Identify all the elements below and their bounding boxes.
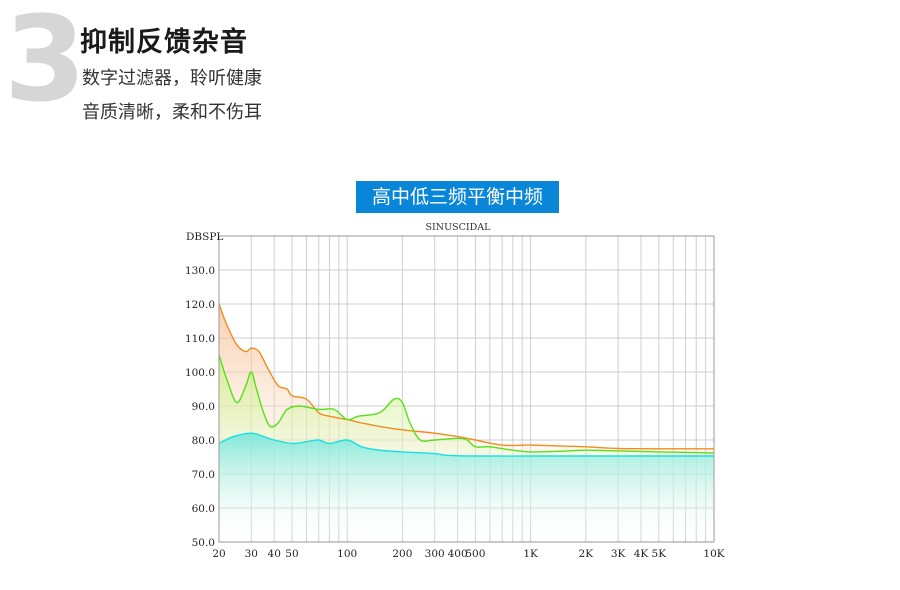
section-title: 抑制反馈杂音 xyxy=(80,27,248,58)
chart-lines xyxy=(218,303,715,457)
section-subtitle-1: 数字过滤器，聆听健康 xyxy=(82,68,262,89)
y-tick-label: 120.0 xyxy=(185,299,215,311)
x-tick-label: 40 xyxy=(268,548,281,560)
plot-frame xyxy=(218,235,715,543)
y-tick-label: 130.0 xyxy=(185,265,215,277)
section-subtitle-2: 音质清晰，柔和不伤耳 xyxy=(82,102,262,123)
y-tick-label: 50.0 xyxy=(192,537,215,549)
y-tick-label: 80.0 xyxy=(192,435,215,447)
x-tick-label: 100 xyxy=(337,548,357,560)
x-tick-label: 1K xyxy=(523,548,538,560)
chart-areas xyxy=(219,304,714,542)
x-tick-label: 300 xyxy=(425,548,445,560)
x-tick-label: 20 xyxy=(212,548,225,560)
x-tick-label: 500 xyxy=(465,548,485,560)
series-3-line xyxy=(218,432,714,457)
x-tick-label: 30 xyxy=(245,548,258,560)
chart-banner: 高中低三频平衡中频 xyxy=(356,181,559,213)
y-tick-label: 60.0 xyxy=(192,503,215,515)
x-tick-label: 5K xyxy=(652,548,667,560)
x-tick-label: 200 xyxy=(392,548,412,560)
y-axis-label: DBSPL xyxy=(186,231,223,243)
y-tick-label: 110.0 xyxy=(185,333,215,345)
series-2-line xyxy=(218,354,715,454)
section-number: 3 xyxy=(4,0,87,128)
chart-axes: 50.0 60.0 70.0 80.0 90.0 100.0 110.0 120.0 130.0… xyxy=(185,235,725,560)
x-tick-label: 4K xyxy=(634,548,649,560)
x-tick-label: 10K xyxy=(703,548,724,560)
x-tick-label: 2K xyxy=(579,548,594,560)
y-tick-label: 70.0 xyxy=(192,469,215,481)
series-3-area xyxy=(219,433,714,542)
y-tick-label: 100.0 xyxy=(185,367,215,379)
chart-title: SINUSCIDAL xyxy=(426,222,492,233)
x-tick-label: 3K xyxy=(611,548,626,560)
x-tick-label: 50 xyxy=(285,548,298,560)
y-tick-label: 90.0 xyxy=(192,401,215,413)
x-tick-label: 400 xyxy=(448,548,468,560)
